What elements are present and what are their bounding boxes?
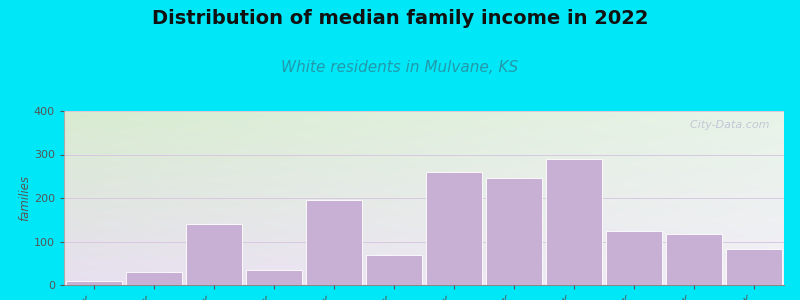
Bar	[246, 270, 302, 285]
Text: City-Data.com: City-Data.com	[683, 120, 770, 130]
Bar	[606, 231, 662, 285]
Bar	[66, 281, 122, 285]
Bar	[426, 172, 482, 285]
Bar	[666, 234, 722, 285]
Bar	[366, 254, 422, 285]
Bar	[126, 272, 182, 285]
Text: Distribution of median family income in 2022: Distribution of median family income in …	[152, 9, 648, 28]
Bar	[546, 159, 602, 285]
Bar	[186, 224, 242, 285]
Y-axis label: families: families	[18, 175, 31, 221]
Bar	[486, 178, 542, 285]
Text: White residents in Mulvane, KS: White residents in Mulvane, KS	[282, 60, 518, 75]
Bar	[726, 249, 782, 285]
Bar	[306, 200, 362, 285]
